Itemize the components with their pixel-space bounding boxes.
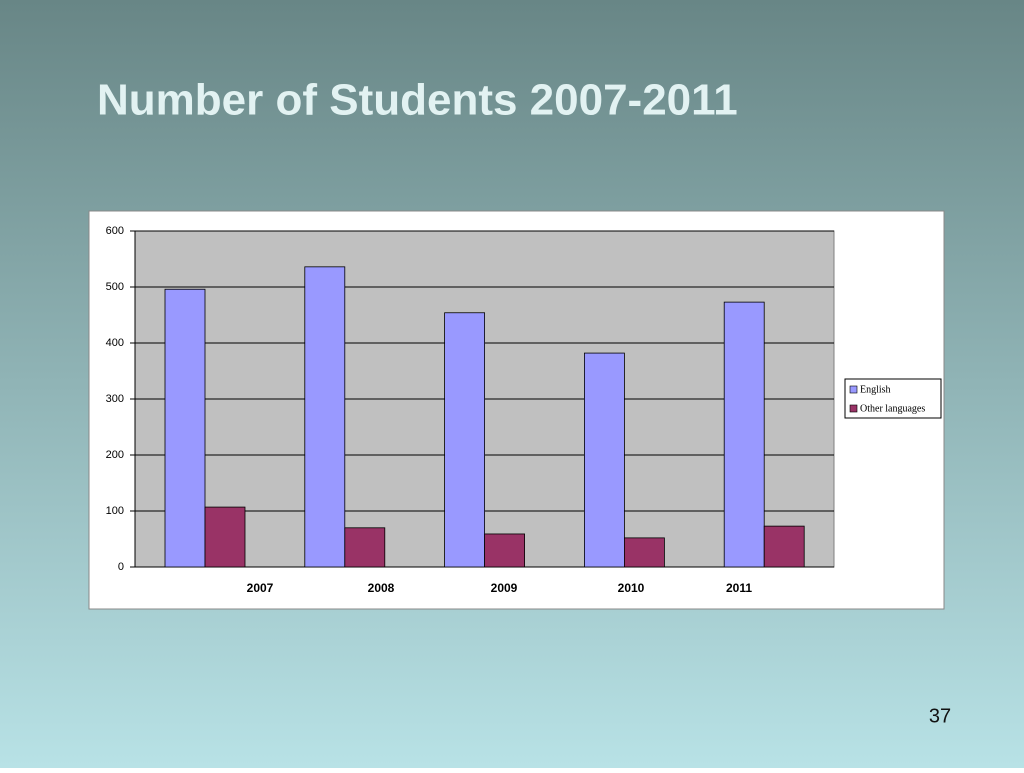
- bar: [344, 527, 386, 568]
- x-tick-label: 2010: [618, 581, 645, 595]
- x-tick-label: 2007: [247, 581, 274, 595]
- x-tick-label: 2011: [726, 581, 752, 595]
- legend-label: Other languages: [860, 403, 925, 414]
- bar: [484, 533, 526, 568]
- bar: [584, 352, 625, 568]
- x-tick-label: 2009: [491, 581, 518, 595]
- y-tick-label: 600: [106, 225, 124, 237]
- y-tick-label: 0: [118, 561, 124, 573]
- legend-swatch: [849, 404, 858, 413]
- bar: [204, 506, 246, 568]
- x-tick-label: 2008: [368, 581, 395, 595]
- bar: [624, 537, 665, 568]
- bar: [444, 312, 486, 568]
- y-tick-label: 100: [106, 505, 124, 517]
- y-tick-label: 200: [106, 449, 124, 461]
- bar: [304, 266, 346, 568]
- slide-title: Number of Students 2007-2011: [97, 76, 738, 125]
- legend-label: English: [860, 384, 891, 395]
- legend-box: [844, 378, 942, 419]
- slide-number: 37: [929, 705, 951, 727]
- y-tick-label: 300: [106, 393, 124, 405]
- bar: [723, 301, 765, 568]
- bar: [763, 525, 805, 568]
- y-tick-label: 500: [106, 281, 124, 293]
- y-tick-label: 400: [106, 337, 124, 349]
- bar: [164, 288, 206, 568]
- legend-swatch: [849, 385, 858, 394]
